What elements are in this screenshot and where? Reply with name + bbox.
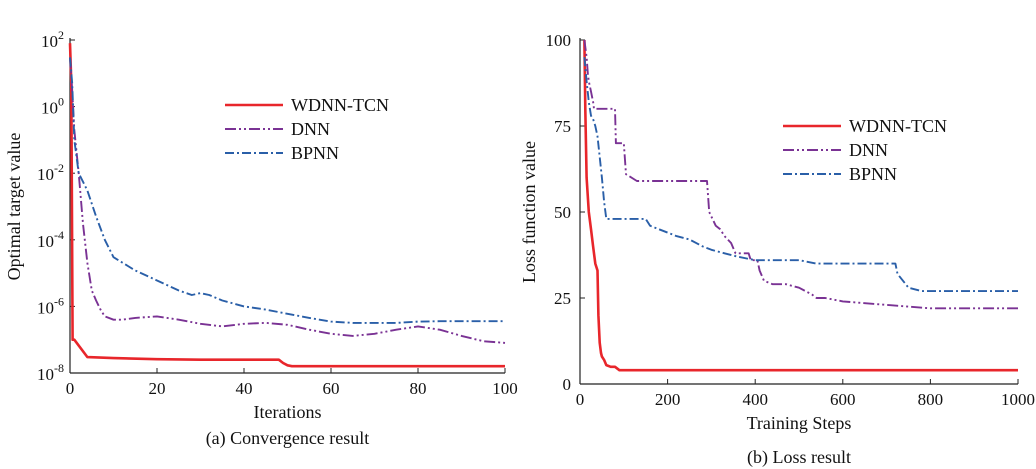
series-line-wdnn-tcn bbox=[583, 39, 1018, 372]
x-tick-label: 60 bbox=[323, 379, 340, 398]
x-tick-label: 400 bbox=[742, 390, 768, 409]
y-tick-base: 10 bbox=[37, 165, 54, 184]
y-axis-label: Optimal target value bbox=[4, 133, 24, 281]
x-axis-label: Iterations bbox=[254, 402, 322, 422]
y-tick-label: 100 bbox=[546, 31, 572, 50]
chart-caption: (a) Convergence result bbox=[206, 428, 370, 449]
x-tick-label: 200 bbox=[655, 390, 681, 409]
x-tick-label: 1000 bbox=[1001, 390, 1035, 409]
y-tick-label: 10-4 bbox=[37, 228, 64, 251]
y-tick-exponent: 0 bbox=[58, 95, 64, 109]
x-tick-label: 20 bbox=[149, 379, 166, 398]
series-line-bpnn bbox=[69, 57, 505, 324]
legend-label: DNN bbox=[849, 140, 888, 160]
y-tick-exponent: -4 bbox=[54, 228, 64, 242]
x-tick-label: 100 bbox=[492, 379, 518, 398]
x-tick-label: 600 bbox=[830, 390, 856, 409]
x-tick-label: 0 bbox=[576, 390, 585, 409]
y-tick-label: 75 bbox=[554, 117, 571, 136]
x-axis-label: Training Steps bbox=[747, 413, 852, 433]
y-tick-label: 50 bbox=[554, 203, 571, 222]
legend-label: WDNN-TCN bbox=[849, 116, 947, 136]
y-tick-exponent: -6 bbox=[54, 294, 64, 308]
series-line-bpnn bbox=[583, 57, 1018, 293]
y-tick-label: 10-8 bbox=[37, 361, 64, 384]
x-tick-label: 0 bbox=[66, 379, 75, 398]
y-tick-label: 102 bbox=[41, 28, 64, 51]
y-tick-exponent: 2 bbox=[58, 28, 64, 42]
x-tick-label: 40 bbox=[236, 379, 253, 398]
chart-caption: (b) Loss result bbox=[747, 447, 851, 468]
y-axis-label: Loss function value bbox=[519, 141, 539, 283]
y-tick-base: 10 bbox=[37, 365, 54, 384]
y-tick-exponent: -2 bbox=[54, 161, 64, 175]
y-tick-exponent: -8 bbox=[54, 361, 64, 375]
x-tick-label: 800 bbox=[918, 390, 944, 409]
y-tick-label: 100 bbox=[41, 95, 64, 118]
y-tick-label: 25 bbox=[554, 289, 571, 308]
y-tick-label: 0 bbox=[563, 375, 572, 394]
y-tick-base: 10 bbox=[41, 32, 58, 51]
legend-label: DNN bbox=[291, 119, 330, 139]
y-tick-base: 10 bbox=[37, 232, 54, 251]
series-line-wdnn-tcn bbox=[68, 43, 505, 368]
x-tick-label: 80 bbox=[410, 379, 427, 398]
y-tick-base: 10 bbox=[41, 99, 58, 118]
y-tick-label: 10-6 bbox=[37, 294, 64, 317]
legend-label: WDNN-TCN bbox=[291, 95, 389, 115]
y-tick-label: 10-2 bbox=[37, 161, 64, 184]
convergence-chart: 0 20 40 60 80 10010210010-210-410-610-8WDNN-T… bbox=[4, 28, 518, 449]
series-line-dnn bbox=[69, 57, 506, 344]
loss-chart: 0 200 400 600 800 1000 0 25 50 75 100 WDNN-TCN DNN BP… bbox=[519, 31, 1035, 468]
series-line-dnn bbox=[583, 39, 1018, 310]
legend-label: BPNN bbox=[291, 143, 339, 163]
y-tick-base: 10 bbox=[37, 298, 54, 317]
legend-label: BPNN bbox=[849, 164, 897, 184]
